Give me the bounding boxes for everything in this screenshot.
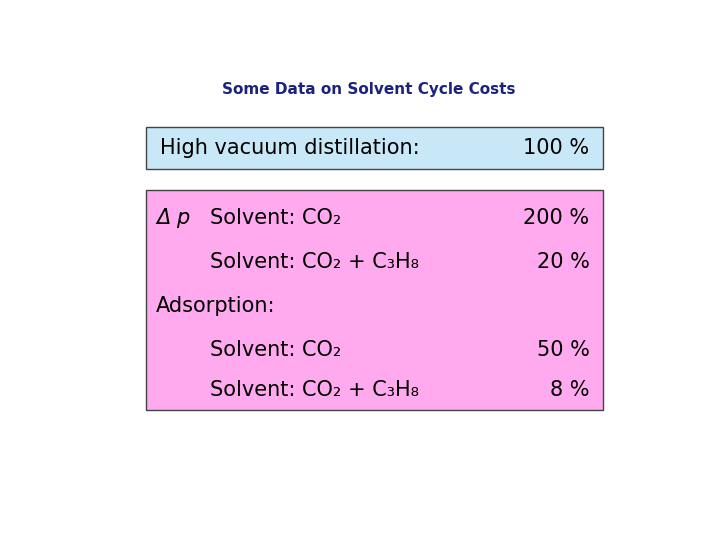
Text: Some Data on Solvent Cycle Costs: Some Data on Solvent Cycle Costs [222,82,516,97]
FancyBboxPatch shape [145,127,603,168]
Text: 200 %: 200 % [523,208,590,228]
Text: 8 %: 8 % [550,380,590,400]
Text: Solvent: CO₂: Solvent: CO₂ [210,340,341,360]
Text: Solvent: CO₂ + C₃H₈: Solvent: CO₂ + C₃H₈ [210,252,419,272]
Text: 20 %: 20 % [536,252,590,272]
Text: 50 %: 50 % [536,340,590,360]
Text: Δ: Δ [156,208,170,228]
Text: Adsorption:: Adsorption: [156,296,275,316]
Text: Solvent: CO₂ + C₃H₈: Solvent: CO₂ + C₃H₈ [210,380,419,400]
Text: p: p [176,208,190,228]
Text: High vacuum distillation:: High vacuum distillation: [160,138,419,158]
Text: Solvent: CO₂: Solvent: CO₂ [210,208,341,228]
FancyBboxPatch shape [145,190,603,410]
Text: 100 %: 100 % [523,138,590,158]
